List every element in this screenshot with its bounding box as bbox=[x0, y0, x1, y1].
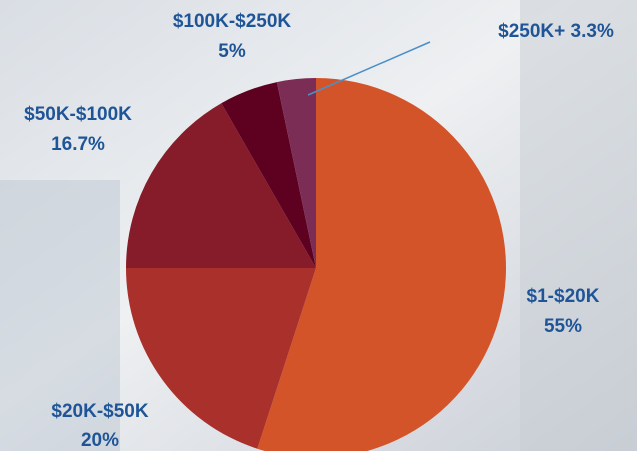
pie-slice bbox=[126, 103, 316, 269]
slice-value-label: 3.3% bbox=[571, 21, 614, 42]
leader-line bbox=[307, 41, 431, 96]
slice-value-label: 55% bbox=[544, 316, 582, 337]
background-shade bbox=[520, 0, 637, 451]
background-shade bbox=[0, 180, 120, 451]
slice-label: $250K+ 3.3% bbox=[498, 21, 614, 42]
pie bbox=[126, 78, 506, 451]
labels: $1-$20K 55% $20K-$50K 20% $50K-$100K 16.7% $10… bbox=[24, 11, 614, 451]
slice-value-label: 5% bbox=[218, 41, 246, 62]
pie-slice bbox=[221, 82, 316, 268]
pie-slice bbox=[126, 268, 316, 449]
slice-label-name: $250K+ bbox=[498, 21, 565, 42]
slice-value-label: 20% bbox=[81, 430, 119, 451]
slice-value-label: 16.7% bbox=[51, 134, 105, 155]
slice-label: $20K-$50K bbox=[51, 401, 148, 422]
pie-slice bbox=[276, 78, 316, 268]
slice-label: $100K-$250K bbox=[173, 11, 292, 32]
slice-label: $50K-$100K bbox=[24, 104, 132, 125]
slice-label: $1-$20K bbox=[527, 286, 600, 307]
pie-slice bbox=[257, 78, 506, 451]
